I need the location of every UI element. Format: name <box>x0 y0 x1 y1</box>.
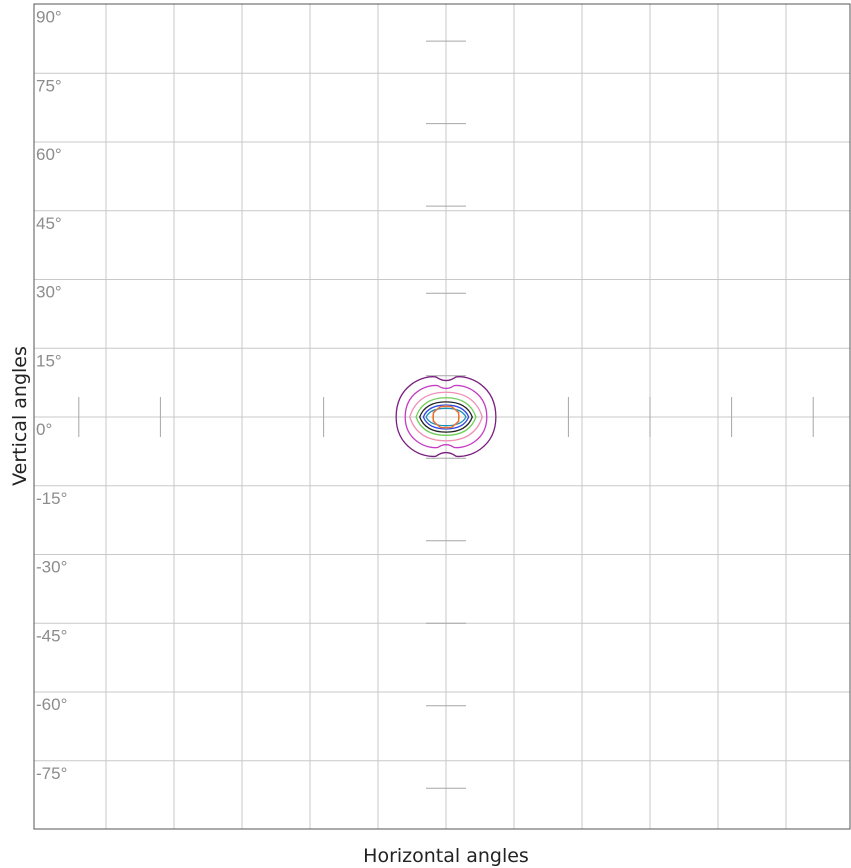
contour-line <box>432 405 460 429</box>
grid <box>34 4 850 829</box>
y-tick-label: -45° <box>36 626 67 645</box>
y-tick-label: 0° <box>36 420 52 439</box>
contour-line <box>395 376 497 458</box>
contour-line <box>409 391 483 442</box>
plot-frame <box>33 3 851 830</box>
y-tick-label: 15° <box>36 351 62 370</box>
y-tick-label: 75° <box>36 76 62 95</box>
contour-line <box>422 404 470 430</box>
isocandela-contours <box>395 376 497 458</box>
y-tick-label: -30° <box>36 558 67 577</box>
contour-line <box>419 401 473 433</box>
y-tick-label: 60° <box>36 145 62 164</box>
y-tick-label: 45° <box>36 214 62 233</box>
contour-line <box>415 397 477 436</box>
y-tick-label: -60° <box>36 695 67 714</box>
y-axis-title: Vertical angles <box>9 346 31 486</box>
y-tick-label: 90° <box>36 8 62 27</box>
x-axis-title: Horizontal angles <box>363 845 529 867</box>
contour-line <box>404 384 488 449</box>
y-tick-label: -15° <box>36 489 67 508</box>
center-tick-marks <box>78 40 814 789</box>
y-tick-label: 30° <box>36 283 62 302</box>
y-tick-labels: 90° 75° 60° 45° 30° 15° 0° -15° -30° -45° -60° -75° <box>36 8 67 783</box>
y-tick-label: -75° <box>36 764 67 783</box>
